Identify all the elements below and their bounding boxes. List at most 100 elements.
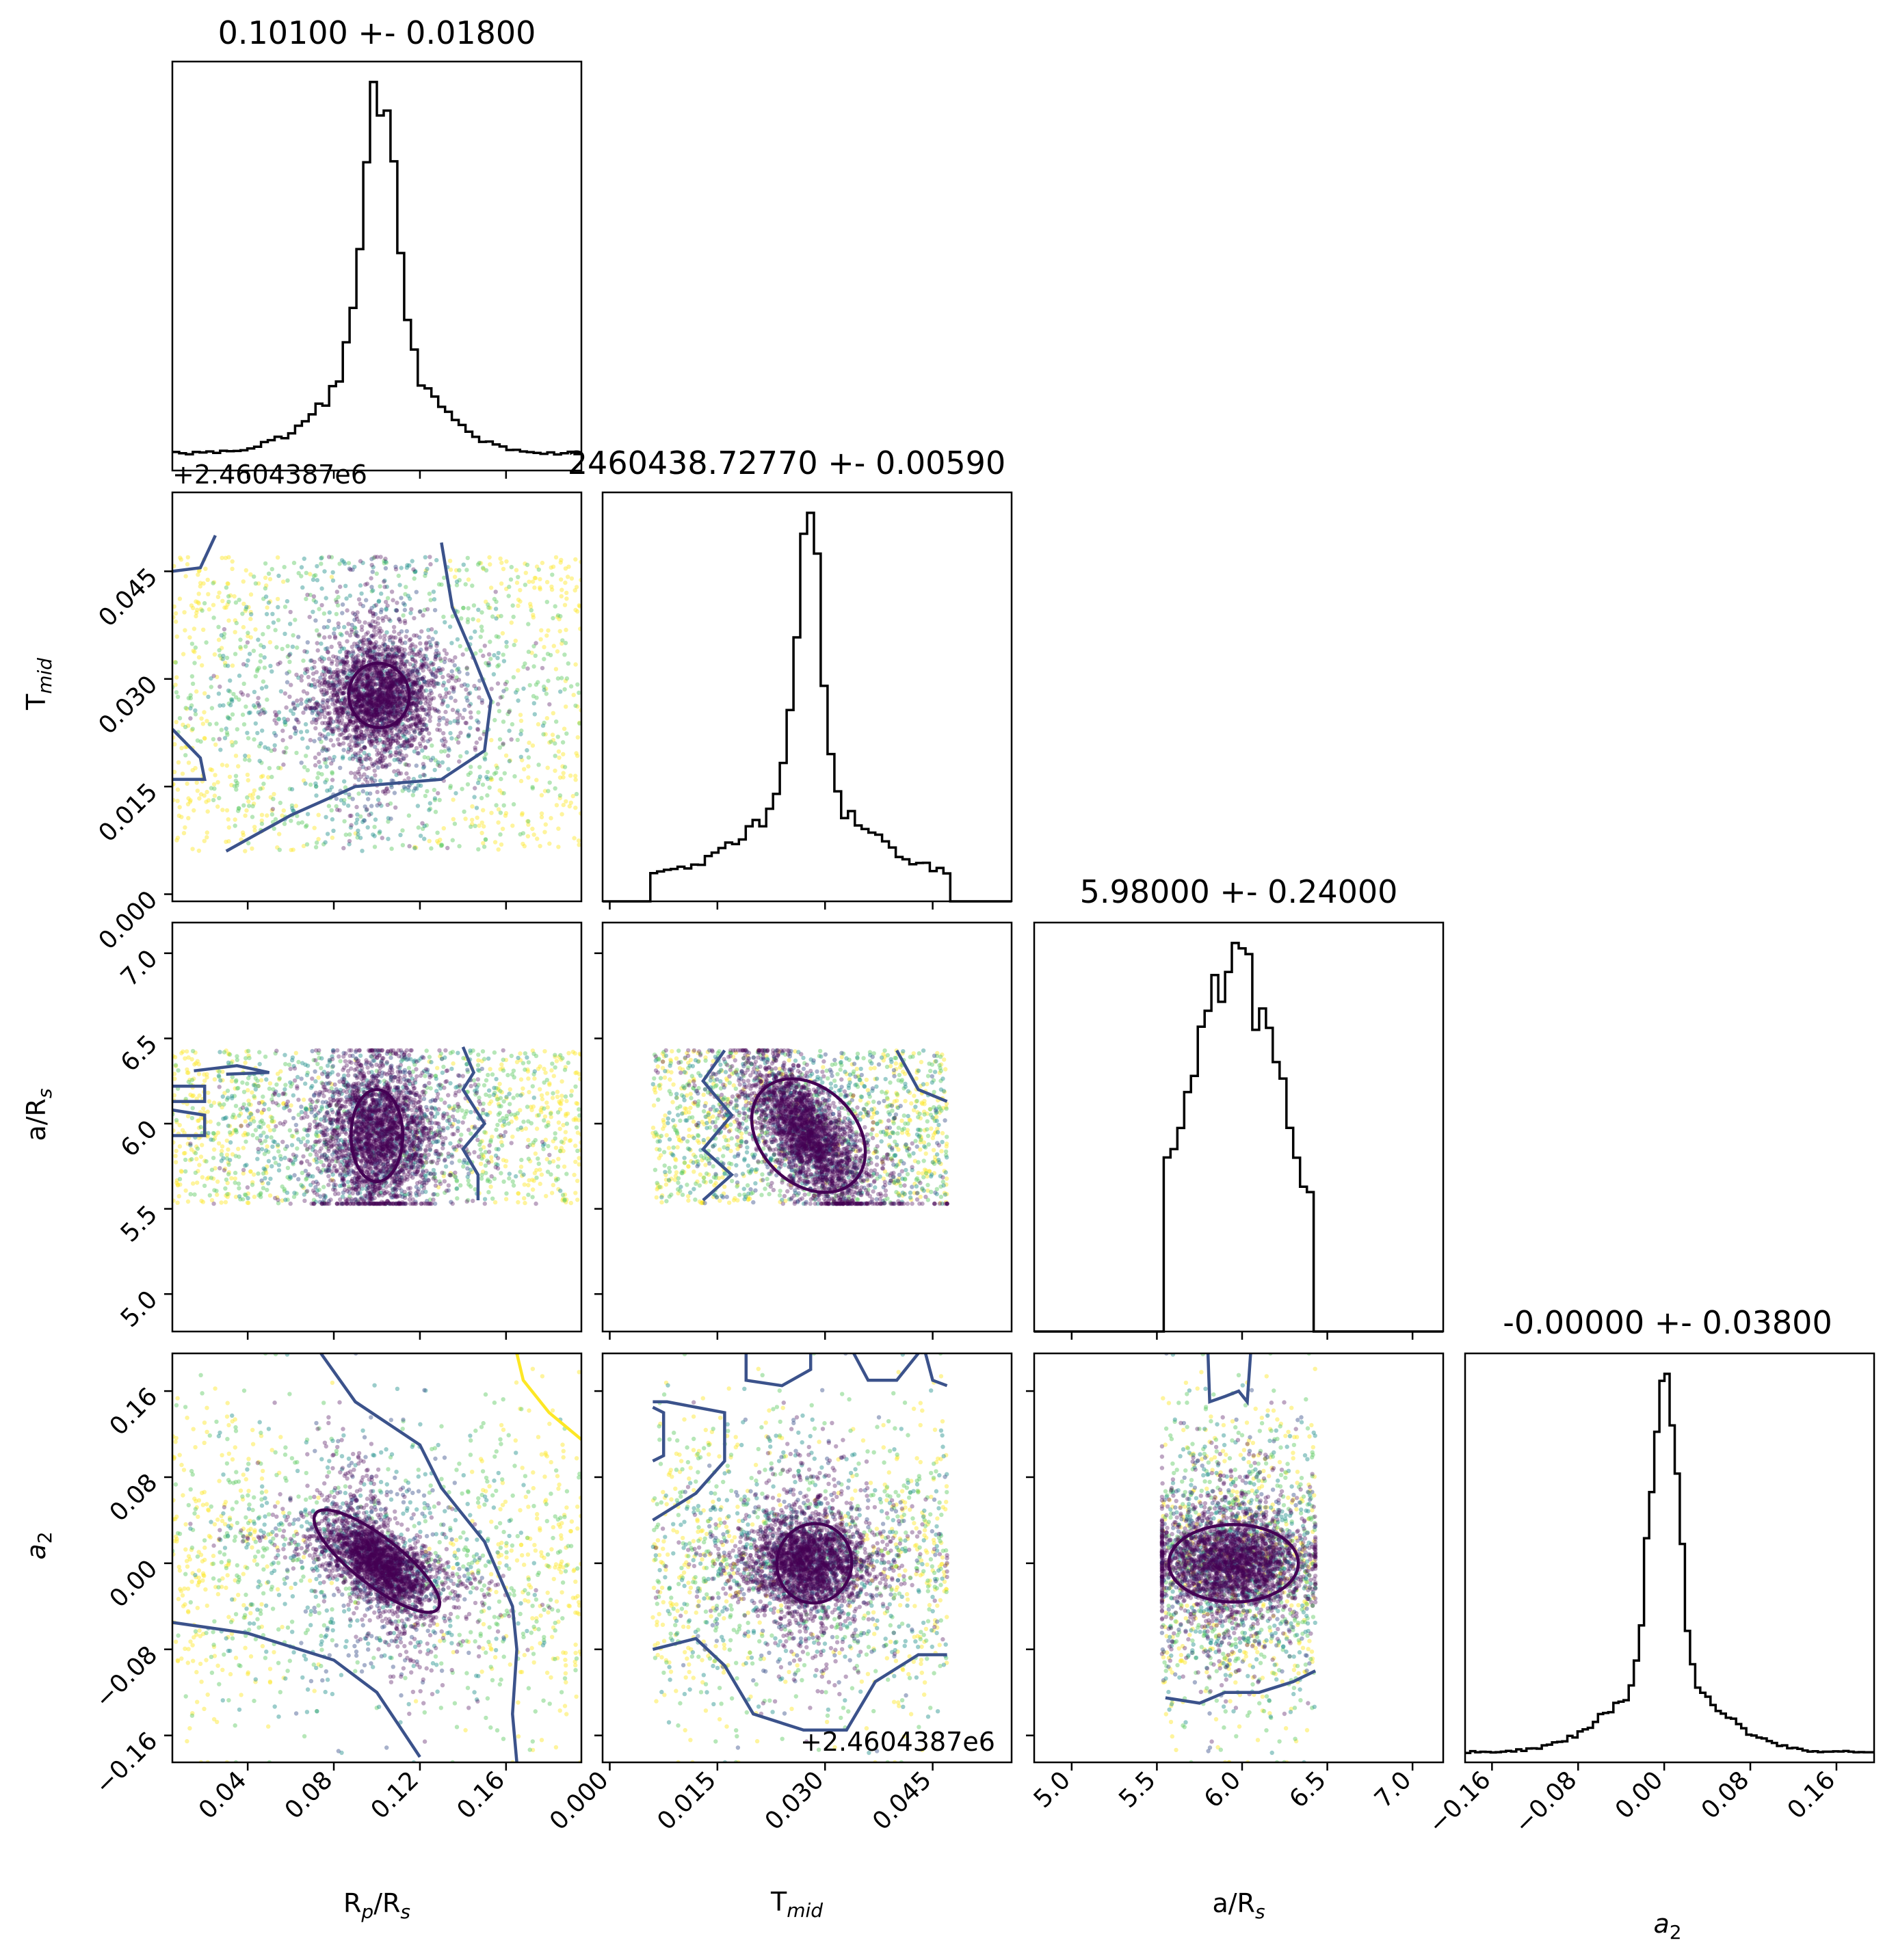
scatter-point bbox=[325, 624, 330, 629]
scatter-point bbox=[538, 1167, 542, 1172]
scatter-point bbox=[374, 571, 379, 576]
scatter-point bbox=[386, 711, 391, 717]
scatter-point bbox=[510, 603, 515, 608]
scatter-point bbox=[175, 799, 180, 804]
scatter-point bbox=[338, 721, 343, 726]
scatter-point bbox=[383, 699, 388, 704]
scatter-point bbox=[223, 1200, 228, 1205]
scatter-point bbox=[365, 679, 370, 685]
scatter-point bbox=[229, 1176, 234, 1181]
scatter-point bbox=[196, 848, 202, 853]
scatter-point bbox=[337, 561, 342, 566]
scatter-point bbox=[212, 1077, 218, 1082]
scatter-point bbox=[276, 717, 282, 721]
scatter-point bbox=[389, 684, 394, 689]
scatter-point bbox=[201, 581, 206, 586]
scatter-point bbox=[241, 601, 246, 607]
scatter-point bbox=[176, 813, 181, 819]
scatter-point bbox=[450, 1050, 455, 1055]
scatter-point bbox=[503, 1164, 508, 1169]
scatter-point bbox=[220, 555, 224, 560]
scatter-point bbox=[498, 832, 503, 837]
scatter-point bbox=[539, 1172, 544, 1177]
scatter-point bbox=[396, 696, 401, 701]
scatter-point bbox=[557, 1099, 562, 1104]
scatter-point bbox=[378, 670, 383, 675]
scatter-point bbox=[369, 645, 373, 650]
scatter-point bbox=[497, 788, 502, 793]
scatter-point bbox=[313, 706, 317, 711]
scatter-point bbox=[433, 708, 438, 713]
scatter-point bbox=[417, 728, 423, 733]
scatter-point bbox=[408, 717, 413, 721]
scatter-point bbox=[518, 1164, 524, 1169]
scatter-point bbox=[427, 640, 432, 645]
scatter-point bbox=[225, 1088, 231, 1094]
scatter-point bbox=[355, 695, 360, 700]
scatter-point bbox=[393, 659, 397, 665]
scatter-point bbox=[576, 838, 581, 843]
scatter-point bbox=[436, 760, 440, 765]
scatter-point bbox=[420, 748, 425, 753]
scatter-point bbox=[172, 660, 178, 665]
scatter-point bbox=[259, 760, 264, 765]
scatter-point bbox=[482, 755, 487, 760]
scatter-point bbox=[274, 733, 278, 738]
scatter-point bbox=[330, 758, 336, 763]
scatter-point bbox=[538, 1181, 542, 1187]
scatter-point bbox=[209, 767, 215, 773]
scatter-point bbox=[575, 682, 580, 687]
scatter-point bbox=[555, 1164, 561, 1169]
scatter-point bbox=[412, 576, 417, 581]
scatter-point bbox=[321, 1184, 326, 1189]
scatter-point bbox=[568, 1200, 573, 1206]
scatter-point bbox=[189, 1057, 194, 1062]
scatter-point bbox=[553, 1145, 559, 1150]
scatter-point bbox=[378, 717, 384, 723]
scatter-point bbox=[265, 605, 269, 610]
scatter-point bbox=[215, 804, 220, 809]
scatter-point bbox=[378, 609, 384, 615]
scatter-point bbox=[336, 673, 341, 678]
scatter-point bbox=[397, 680, 402, 685]
scatter-point bbox=[526, 755, 531, 760]
scatter-point bbox=[456, 1050, 460, 1055]
scatter-point bbox=[258, 786, 263, 791]
scatter-point bbox=[496, 847, 501, 852]
scatter-point bbox=[364, 708, 369, 713]
scatter-point bbox=[501, 803, 506, 808]
scatter-point bbox=[521, 831, 526, 836]
scatter-point bbox=[215, 780, 220, 785]
scatter-point bbox=[400, 721, 405, 727]
scatter-point bbox=[329, 574, 334, 579]
scatter-point bbox=[368, 675, 373, 680]
scatter-point bbox=[252, 574, 256, 579]
scatter-point bbox=[308, 592, 313, 598]
scatter-point bbox=[577, 720, 581, 726]
scatter-point bbox=[557, 793, 563, 798]
scatter-point bbox=[392, 758, 397, 763]
scatter-point bbox=[466, 577, 471, 582]
scatter-point bbox=[367, 689, 373, 693]
scatter-point bbox=[488, 777, 493, 782]
scatter-point bbox=[463, 1111, 468, 1116]
scatter-point bbox=[383, 708, 388, 713]
scatter-point bbox=[477, 765, 482, 769]
scatter-point bbox=[211, 1147, 217, 1152]
scatter-point bbox=[392, 769, 397, 774]
scatter-point bbox=[185, 555, 190, 560]
scatter-point bbox=[492, 771, 497, 776]
scatter-point bbox=[317, 683, 322, 688]
scatter-point bbox=[237, 598, 241, 602]
scatter-point bbox=[347, 832, 352, 837]
scatter-point bbox=[555, 1110, 561, 1115]
scatter-point bbox=[172, 769, 177, 774]
scatter-point bbox=[354, 740, 359, 745]
scatter-point bbox=[475, 1063, 481, 1068]
scatter-point bbox=[265, 813, 269, 818]
scatter-point bbox=[332, 626, 337, 631]
scatter-point bbox=[184, 1049, 189, 1054]
scatter-point bbox=[391, 624, 397, 630]
scatter-point bbox=[322, 757, 327, 762]
scatter-point bbox=[400, 653, 406, 659]
